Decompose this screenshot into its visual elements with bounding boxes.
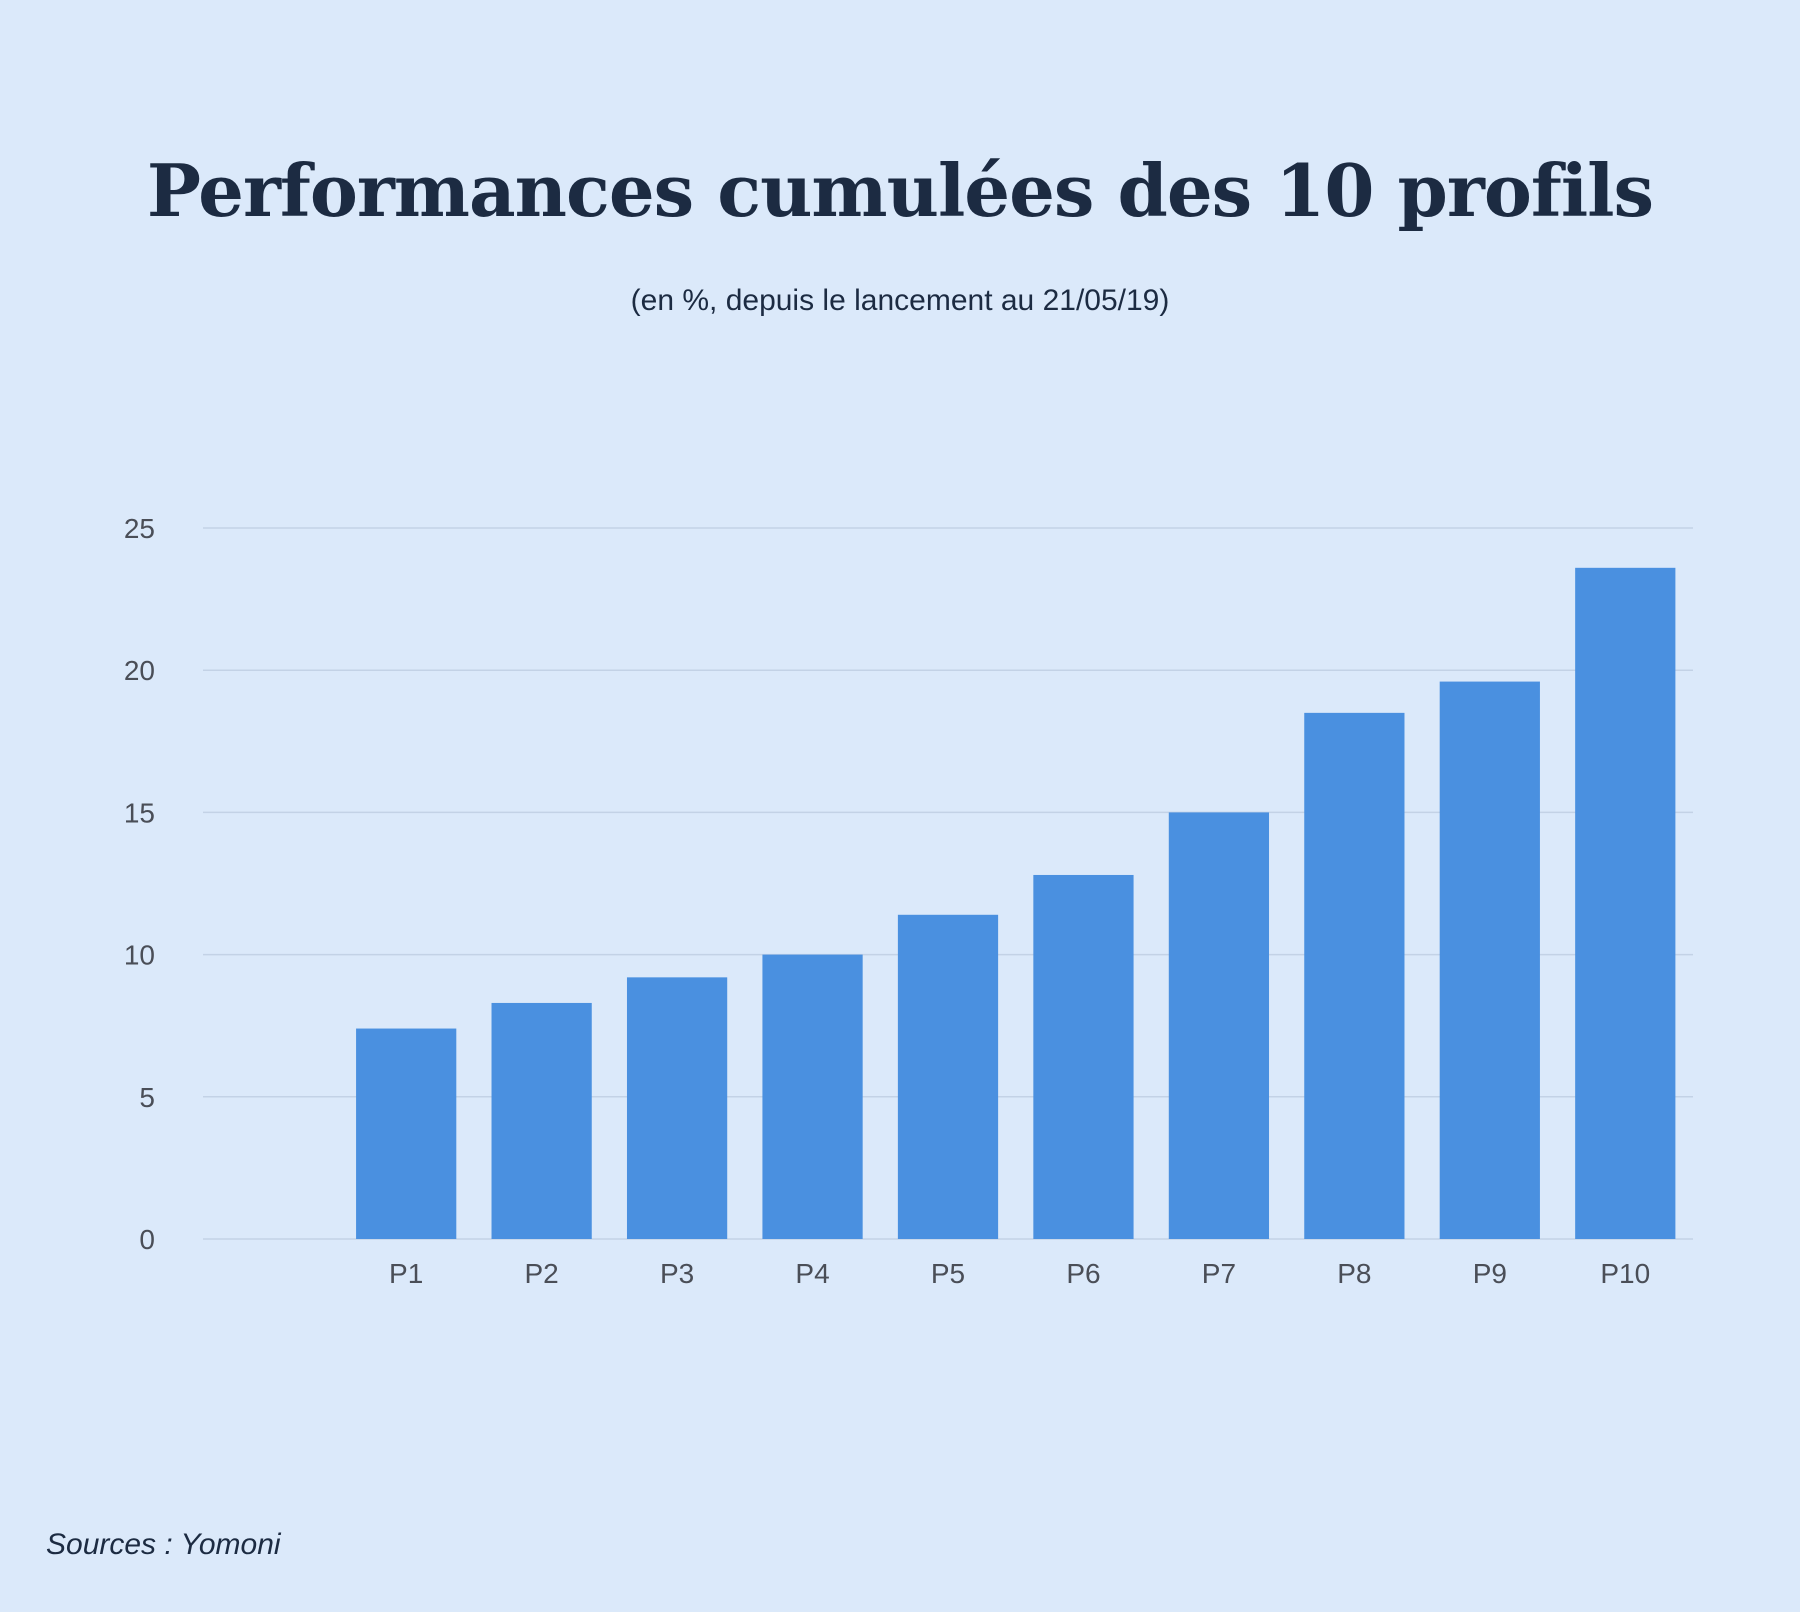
y-tick-label: 25: [124, 513, 155, 544]
bar-p7: [1168, 812, 1270, 1239]
bar-p5: [897, 914, 999, 1239]
x-tick-label: P3: [660, 1258, 694, 1289]
x-tick-label: P9: [1473, 1258, 1507, 1289]
source-note: Sources : Yomoni: [46, 1528, 281, 1561]
y-tick-label: 20: [124, 655, 155, 686]
x-tick-label: P4: [795, 1258, 829, 1289]
bar-p1: [356, 1028, 457, 1239]
chart-title: Performances cumulées des 10 profils: [146, 148, 1654, 233]
y-tick-label: 10: [124, 940, 155, 971]
bar-p6: [1033, 874, 1134, 1239]
x-tick-label: P6: [1066, 1258, 1100, 1289]
x-tick-label: P5: [931, 1258, 965, 1289]
x-axis-ticks: P1 P2 P3 P4 P5 P6 P7 P8 P9 P10: [389, 1258, 1650, 1289]
x-tick-label: P1: [389, 1258, 423, 1289]
bar-p2: [491, 1002, 592, 1239]
y-tick-label: 15: [124, 797, 155, 828]
bar-p8: [1304, 712, 1405, 1239]
bar-p9: [1439, 681, 1540, 1239]
bar-p3: [626, 977, 728, 1239]
x-tick-label: P8: [1337, 1258, 1371, 1289]
x-tick-label: P7: [1202, 1258, 1236, 1289]
x-tick-label: P2: [525, 1258, 559, 1289]
y-axis-ticks: 0 5 10 15 20 25: [124, 513, 155, 1255]
bar-p4: [762, 954, 863, 1239]
bar-p10: [1575, 567, 1676, 1239]
y-tick-label: 5: [139, 1082, 155, 1113]
x-tick-label: P10: [1600, 1258, 1650, 1289]
y-tick-label: 0: [139, 1224, 155, 1255]
bars: [356, 567, 1676, 1239]
chart-subtitle: (en %, depuis le lancement au 21/05/19): [630, 284, 1170, 317]
